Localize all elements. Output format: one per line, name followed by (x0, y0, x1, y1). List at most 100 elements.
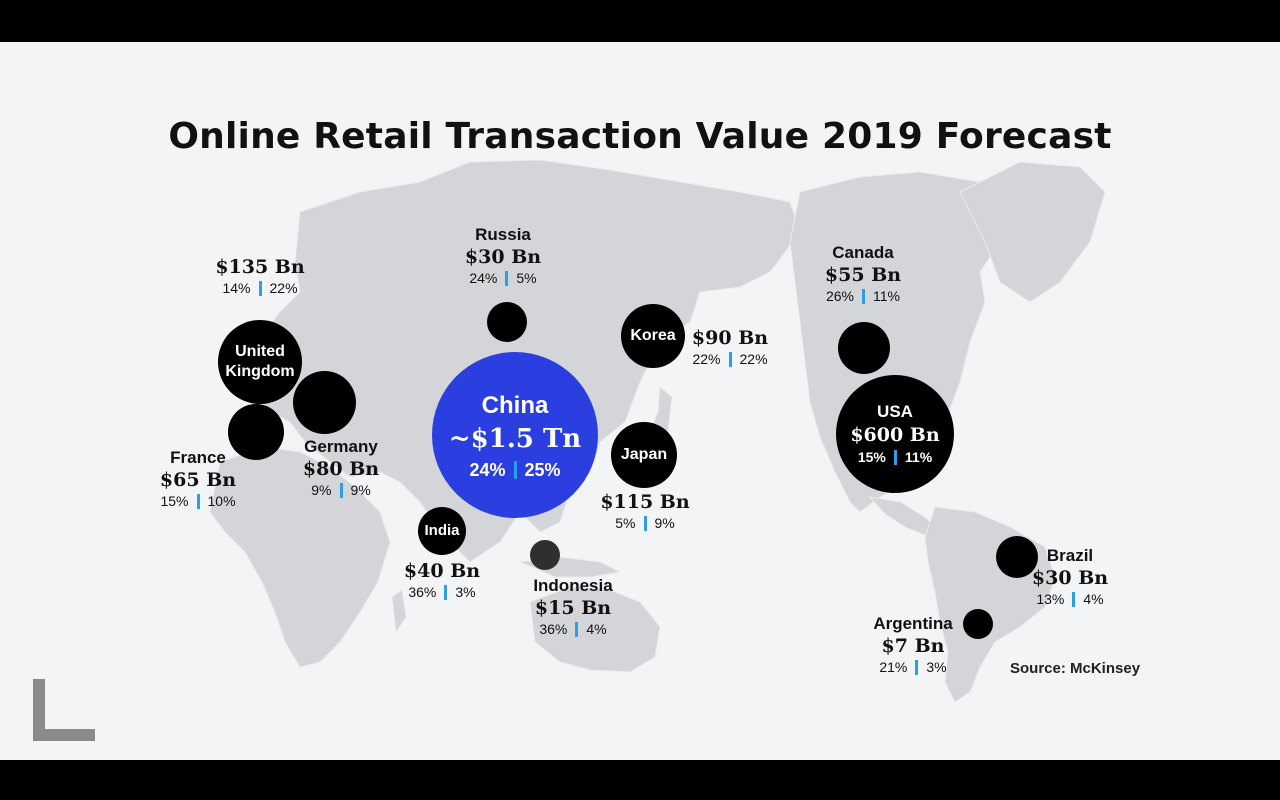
russia-bubble (487, 302, 527, 342)
korea-name: Korea (630, 327, 676, 344)
africa-landmass (209, 446, 391, 668)
japan-pct-b: 9% (654, 515, 675, 531)
usa-pct-a: 15% (857, 449, 886, 465)
germany-pct-a: 9% (311, 482, 332, 498)
separator-bar (444, 584, 448, 600)
canada-pct-a: 26% (825, 288, 855, 304)
slide: Online Retail Transaction Value 2019 For… (0, 42, 1280, 760)
korea-pct-b: 22% (739, 351, 768, 367)
germany-name: Germany (304, 437, 378, 456)
separator-bar (196, 493, 200, 509)
uk-bubble: United Kingdom (218, 320, 302, 404)
japan-value: $115 Bn (600, 491, 690, 513)
separator-bar (862, 288, 866, 304)
india-pct-a: 36% (408, 584, 437, 600)
china-bubble: China ~$1.5 Tn 24% 25% (432, 352, 598, 518)
uk-name-line1: United (235, 343, 285, 360)
korea-growth: 22% 22% (692, 350, 767, 368)
canada-pct-b: 11% (873, 288, 900, 304)
china-growth: 24% 25% (469, 460, 561, 480)
greenland-landmass (959, 161, 1106, 303)
separator-bar (575, 621, 579, 637)
uk-pct-b: 22% (269, 280, 298, 296)
australia-landmass (529, 586, 661, 673)
indonesia-bubble (530, 540, 560, 570)
argentina-value: $7 Bn (881, 635, 945, 657)
france-bubble (228, 404, 284, 460)
indonesia-pct-a: 36% (539, 621, 568, 637)
canada-growth: 26% 11% (826, 287, 900, 305)
china-name: China (481, 392, 549, 419)
india-bubble: India (418, 507, 466, 555)
usa-value: $600 Bn (850, 424, 940, 446)
uk-value: $135 Bn (215, 256, 305, 278)
india-name: India (424, 522, 460, 539)
argentina-name: Argentina (873, 614, 953, 633)
usa-name: USA (877, 402, 913, 421)
russia-pct-a: 24% (469, 270, 498, 286)
russia-name: Russia (475, 225, 531, 244)
separator-bar (643, 515, 647, 531)
argentina-pct-b: 3% (926, 659, 947, 675)
indonesia-value: $15 Bn (534, 597, 612, 619)
india-pct-b: 3% (455, 584, 476, 600)
russia-label: Russia $30 Bn 24% 5% (443, 225, 563, 288)
japan-growth: 5% 9% (615, 514, 674, 532)
russia-value: $30 Bn (464, 246, 542, 268)
india-label: $40 Bn 36% 3% (387, 559, 497, 602)
usa-bubble: USA $600 Bn 15% 11% (836, 375, 954, 493)
china-pct-a: 24% (469, 460, 506, 480)
brazil-pct-b: 4% (1083, 591, 1104, 607)
germany-growth: 9% 9% (311, 481, 370, 499)
indonesia-name: Indonesia (533, 576, 613, 595)
france-pct-a: 15% (160, 493, 189, 509)
brazil-name: Brazil (1046, 546, 1094, 565)
separator-bar (258, 280, 262, 296)
china-pct-b: 25% (524, 460, 561, 480)
indonesia-pct-b: 4% (586, 621, 607, 637)
france-value: $65 Bn (159, 469, 237, 491)
argentina-growth: 21% 3% (879, 658, 946, 676)
russia-pct-b: 5% (516, 270, 537, 286)
brazil-bubble (996, 536, 1038, 578)
korea-label: $90 Bn 22% 22% (675, 326, 785, 369)
source-credit: Source: McKinsey (1010, 660, 1141, 677)
argentina-bubble (963, 609, 993, 639)
japan-label: $115 Bn 5% 9% (590, 490, 700, 533)
argentina-pct-a: 21% (879, 659, 908, 675)
france-name: France (170, 448, 226, 467)
indonesia-growth: 36% 4% (539, 620, 606, 638)
separator-bar (339, 482, 343, 498)
korea-bubble: Korea (621, 304, 685, 368)
india-value: $40 Bn (403, 560, 481, 582)
japan-pct-a: 5% (615, 515, 636, 531)
separator-bar (915, 659, 919, 675)
canada-bubble (838, 322, 890, 374)
l-logo-icon (33, 679, 95, 741)
russia-growth: 24% 5% (469, 269, 536, 287)
separator-bar (893, 449, 897, 465)
separator-bar (513, 461, 517, 479)
madagascar-landmass (391, 589, 407, 634)
canada-name: Canada (832, 243, 894, 262)
brazil-value: $30 Bn (1031, 567, 1109, 589)
argentina-label: Argentina $7 Bn 21% 3% (858, 614, 968, 677)
france-growth: 15% 10% (160, 492, 235, 510)
germany-bubble (293, 371, 356, 434)
china-value: ~$1.5 Tn (448, 424, 582, 454)
brazil-pct-a: 13% (1036, 591, 1065, 607)
france-label: France $65 Bn 15% 10% (138, 448, 258, 511)
germany-pct-b: 9% (350, 482, 371, 498)
page-title: Online Retail Transaction Value 2019 For… (168, 116, 1112, 157)
korea-value: $90 Bn (691, 327, 769, 349)
brazil-label: Brazil $30 Bn 13% 4% (1010, 546, 1130, 609)
usa-pct-b: 11% (904, 449, 933, 465)
japan-bubble: Japan (611, 422, 677, 488)
separator-bar (728, 351, 732, 367)
uk-label: $135 Bn 14% 22% (200, 255, 320, 298)
india-growth: 36% 3% (408, 583, 475, 601)
uk-growth: 14% 22% (222, 279, 297, 297)
germany-value: $80 Bn (302, 458, 380, 480)
canada-label: Canada $55 Bn 26% 11% (803, 243, 923, 306)
uk-pct-a: 14% (222, 280, 251, 296)
